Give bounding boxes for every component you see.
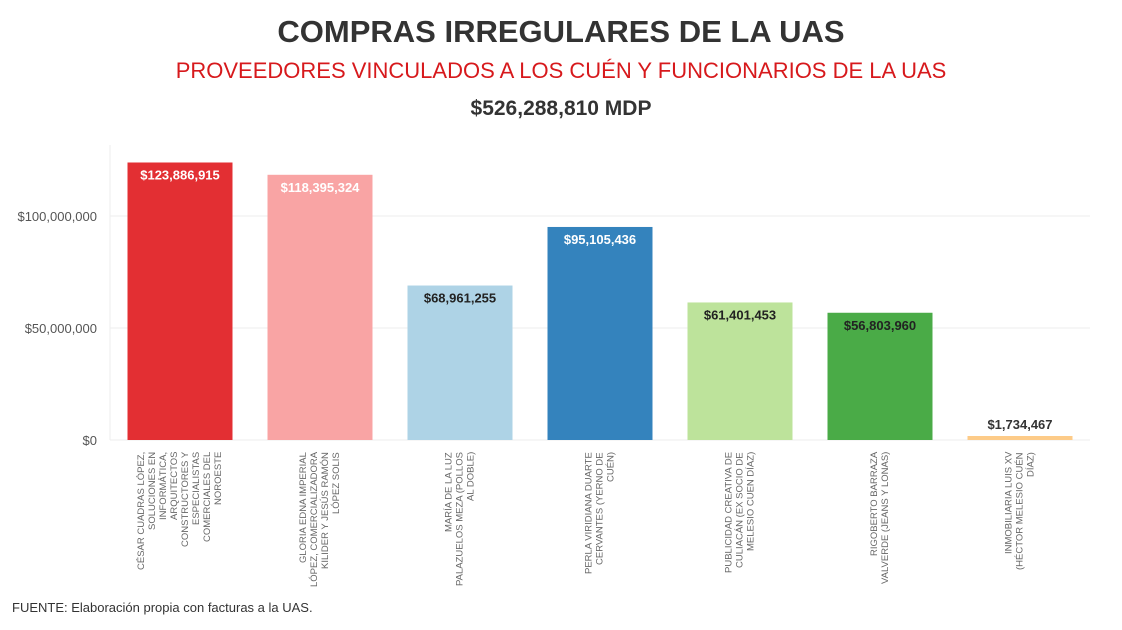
x-tick-label: GLORIA EDNA IMPERIAL LÓPEZ, COMERCIALIZAD… bbox=[298, 452, 342, 588]
bar[interactable] bbox=[827, 312, 933, 440]
data-label: $68,961,255 bbox=[424, 291, 496, 306]
bar[interactable] bbox=[407, 285, 513, 440]
source-note: FUENTE: Elaboración propia con facturas … bbox=[12, 600, 313, 615]
bar[interactable] bbox=[547, 226, 653, 440]
x-tick-label: RIGOBERTO BARRAZA VALVERDE (JEANS Y LONAS… bbox=[869, 452, 891, 585]
bar[interactable] bbox=[127, 162, 233, 440]
chart-total: $526,288,810 MDP bbox=[470, 97, 652, 120]
chart-subtitle: PROVEEDORES VINCULADOS A LOS CUÉN Y FUNC… bbox=[175, 58, 947, 83]
y-tick-label: $50,000,000 bbox=[25, 321, 97, 336]
bar[interactable] bbox=[267, 174, 373, 440]
y-tick-label: $100,000,000 bbox=[17, 209, 97, 224]
y-tick-label: $0 bbox=[83, 433, 97, 448]
x-tick-label: PERLA VIRIDIANA DUARTE CERVANTES (YERNO D… bbox=[583, 452, 617, 574]
x-tick-label: CÉSAR CUADRAS LÓPEZ, SOLUCIONES EN INFORMÁ… bbox=[136, 452, 224, 571]
bar[interactable] bbox=[687, 302, 793, 440]
data-label: $95,105,436 bbox=[564, 232, 636, 247]
chart-title: COMPRAS IRREGULARES DE LA UAS bbox=[277, 14, 845, 49]
x-tick-label: MARÍA DE LA LUZ PALAZUELOS MEZA (POLLOS AL… bbox=[443, 452, 477, 586]
bar[interactable] bbox=[967, 436, 1073, 440]
x-tick-label: PUBLICIDAD CREATIVA DE CULIACÁN (EX SOCIO… bbox=[723, 452, 757, 574]
x-tick-label: INMOBILIARIA LUIS XV (HÉCTOR MELESIO CUÉN… bbox=[1003, 452, 1037, 570]
data-label: $56,803,960 bbox=[844, 318, 916, 333]
data-label: $123,886,915 bbox=[140, 167, 220, 182]
data-label: $118,395,324 bbox=[281, 180, 361, 195]
data-label: $1,734,467 bbox=[987, 417, 1052, 432]
data-label: $61,401,453 bbox=[704, 307, 776, 322]
